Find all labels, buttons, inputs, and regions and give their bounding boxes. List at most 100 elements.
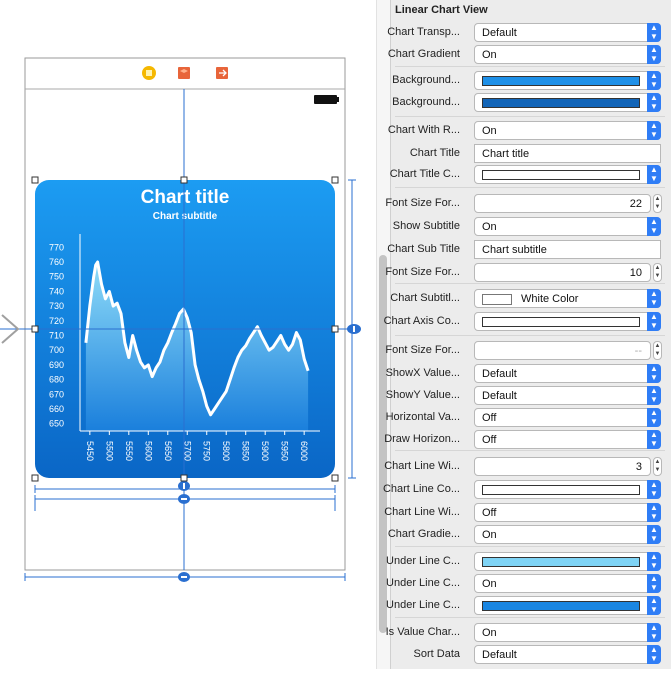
y-tick-label: 680 bbox=[49, 375, 64, 385]
chevron-updown-icon[interactable]: ▲ ▼ bbox=[647, 386, 661, 405]
chevron-updown-icon[interactable]: ▲ ▼ bbox=[647, 165, 661, 184]
text-field[interactable]: Chart subtitle bbox=[474, 240, 661, 259]
inspector-row: Chart Axis Co... ▲ ▼ bbox=[384, 311, 671, 333]
text-field-value: Chart title bbox=[482, 148, 530, 160]
selection-handles[interactable] bbox=[31, 176, 339, 482]
chevron-updown-icon[interactable]: ▲ ▼ bbox=[647, 480, 661, 499]
resize-handle[interactable] bbox=[180, 474, 188, 482]
popup-value: On bbox=[482, 578, 497, 590]
number-field[interactable]: 10 bbox=[474, 263, 651, 282]
color-swatch bbox=[482, 485, 640, 495]
popup-button[interactable]: On ▲ ▼ bbox=[474, 121, 661, 140]
color-swatch bbox=[482, 317, 640, 327]
chevron-updown-icon[interactable]: ▲ ▼ bbox=[647, 552, 661, 571]
inspector-row: Chart Line Wi... Off ▲ ▼ bbox=[384, 502, 671, 524]
popup-button[interactable]: Off ▲ ▼ bbox=[474, 503, 661, 522]
popup-button[interactable]: Default ▲ ▼ bbox=[474, 23, 661, 42]
chevron-updown-icon[interactable]: ▲ ▼ bbox=[647, 623, 661, 642]
stepper[interactable]: ▲ ▼ bbox=[653, 341, 662, 360]
inspector-label: Under Line C... bbox=[386, 577, 460, 589]
chevron-updown-icon[interactable]: ▲ ▼ bbox=[647, 93, 661, 112]
view-controller-icon[interactable] bbox=[142, 66, 156, 80]
popup-button[interactable]: On ▲ ▼ bbox=[474, 574, 661, 593]
chevron-updown-icon[interactable]: ▲ ▼ bbox=[647, 121, 661, 140]
exit-icon[interactable] bbox=[216, 67, 228, 79]
resize-handle[interactable] bbox=[180, 176, 188, 184]
inspector-label: Horizontal Va... bbox=[385, 411, 460, 423]
popup-value: On bbox=[482, 627, 497, 639]
chevron-updown-icon[interactable]: ▲ ▼ bbox=[647, 364, 661, 383]
resize-handle[interactable] bbox=[31, 325, 39, 333]
color-swatch bbox=[482, 557, 640, 567]
popup-button[interactable]: Off ▲ ▼ bbox=[474, 408, 661, 427]
color-well[interactable]: White Color ▲ ▼ bbox=[474, 289, 661, 308]
popup-button[interactable]: On ▲ ▼ bbox=[474, 217, 661, 236]
inspector-row: Font Size For... ▲ ▼ -- bbox=[385, 340, 671, 362]
resize-handle[interactable] bbox=[31, 176, 39, 184]
inspector-row: Under Line C... ▲ ▼ bbox=[386, 551, 671, 573]
text-field[interactable]: Chart title bbox=[474, 144, 661, 163]
chevron-updown-icon[interactable]: ▲ ▼ bbox=[647, 408, 661, 427]
popup-button[interactable]: On ▲ ▼ bbox=[474, 45, 661, 64]
chevron-updown-icon[interactable]: ▲ ▼ bbox=[647, 45, 661, 64]
constraint-badge-icon[interactable] bbox=[347, 324, 361, 334]
number-field[interactable]: -- bbox=[474, 341, 651, 360]
attributes-inspector: Linear Chart View Chart Transp... Default… bbox=[383, 0, 671, 669]
first-responder-icon[interactable] bbox=[178, 67, 190, 79]
popup-button[interactable]: Default ▲ ▼ bbox=[474, 645, 661, 664]
resize-handle[interactable] bbox=[331, 325, 339, 333]
number-field[interactable]: 22 bbox=[474, 194, 651, 213]
storyboard-canvas[interactable]: 650 660 670 680 690 700 710 720 730 740 750 760 770 5… bbox=[0, 0, 376, 669]
color-well[interactable]: ▲ ▼ bbox=[474, 312, 661, 331]
x-tick-label: 5500 bbox=[104, 441, 114, 461]
y-tick-label: 700 bbox=[49, 345, 64, 355]
inspector-label: Chart Title C... bbox=[389, 168, 460, 180]
popup-button[interactable]: Off ▲ ▼ bbox=[474, 430, 661, 449]
chevron-updown-icon[interactable]: ▲ ▼ bbox=[647, 23, 661, 42]
chevron-updown-icon[interactable]: ▲ ▼ bbox=[647, 645, 661, 664]
constraint-badge-icon[interactable] bbox=[178, 572, 190, 582]
resize-handle[interactable] bbox=[331, 474, 339, 482]
chevron-updown-icon[interactable]: ▲ ▼ bbox=[647, 574, 661, 593]
stepper[interactable]: ▲ ▼ bbox=[653, 194, 662, 213]
popup-button[interactable]: Default ▲ ▼ bbox=[474, 364, 661, 383]
popup-value: Off bbox=[482, 412, 497, 424]
stepper[interactable]: ▲ ▼ bbox=[653, 263, 662, 282]
color-well[interactable]: ▲ ▼ bbox=[474, 93, 661, 112]
color-well[interactable]: ▲ ▼ bbox=[474, 480, 661, 499]
entry-point-arrow-icon[interactable] bbox=[1, 314, 20, 344]
canvas-scrollbar[interactable] bbox=[376, 0, 391, 669]
y-tick-label: 690 bbox=[49, 360, 64, 370]
inspector-row: ShowX Value... Default ▲ ▼ bbox=[386, 363, 671, 385]
constraint-badge-icon[interactable] bbox=[178, 494, 190, 504]
stepper[interactable]: ▲ ▼ bbox=[653, 457, 662, 476]
resize-handle[interactable] bbox=[331, 176, 339, 184]
chevron-updown-icon[interactable]: ▲ ▼ bbox=[647, 217, 661, 236]
constraint-badge-icon[interactable] bbox=[178, 481, 190, 491]
resize-handle[interactable] bbox=[31, 474, 39, 482]
chevron-updown-icon[interactable]: ▲ ▼ bbox=[647, 525, 661, 544]
popup-value: On bbox=[482, 49, 497, 61]
chevron-updown-icon[interactable]: ▲ ▼ bbox=[647, 503, 661, 522]
color-well[interactable]: ▲ ▼ bbox=[474, 552, 661, 571]
color-well[interactable]: ▲ ▼ bbox=[474, 596, 661, 615]
number-field[interactable]: 3 bbox=[474, 457, 651, 476]
inspector-label: Background... bbox=[392, 74, 460, 86]
color-well[interactable]: ▲ ▼ bbox=[474, 165, 661, 184]
popup-button[interactable]: On ▲ ▼ bbox=[474, 525, 661, 544]
series-area bbox=[85, 262, 309, 431]
popup-button[interactable]: On ▲ ▼ bbox=[474, 623, 661, 642]
popup-button[interactable]: Default ▲ ▼ bbox=[474, 386, 661, 405]
scroll-thumb[interactable] bbox=[379, 255, 387, 633]
section-divider bbox=[395, 283, 665, 284]
inspector-row: Chart Title C... ▲ ▼ bbox=[389, 164, 671, 186]
chevron-updown-icon[interactable]: ▲ ▼ bbox=[647, 312, 661, 331]
inspector-label: ShowY Value... bbox=[385, 389, 460, 401]
inspector-row: Draw Horizon... Off ▲ ▼ bbox=[384, 429, 671, 451]
inspector-label: Chart With R... bbox=[387, 124, 460, 136]
chevron-updown-icon[interactable]: ▲ ▼ bbox=[647, 289, 661, 308]
chevron-updown-icon[interactable]: ▲ ▼ bbox=[647, 71, 661, 90]
chevron-updown-icon[interactable]: ▲ ▼ bbox=[647, 430, 661, 449]
chevron-updown-icon[interactable]: ▲ ▼ bbox=[647, 596, 661, 615]
color-well[interactable]: ▲ ▼ bbox=[474, 71, 661, 90]
